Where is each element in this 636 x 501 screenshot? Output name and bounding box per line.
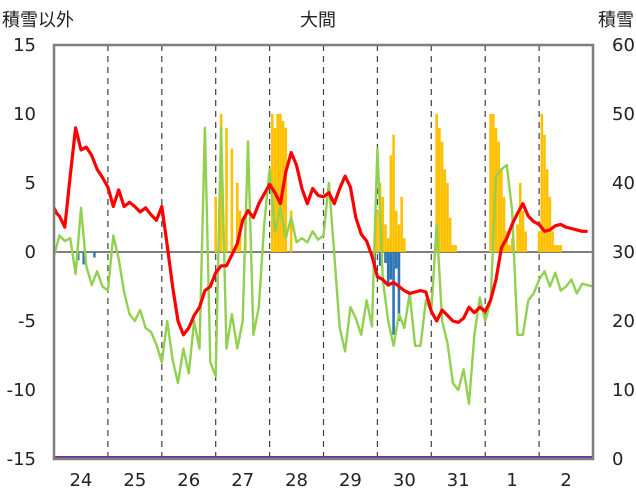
bar-positive	[537, 231, 541, 252]
bar-positive	[497, 141, 500, 252]
bar-positive	[448, 217, 452, 252]
bar-positive	[279, 114, 282, 252]
right-tick-label: 0	[612, 449, 623, 470]
bar-negative	[389, 252, 393, 280]
bar-negative	[384, 252, 387, 264]
bar-positive	[551, 231, 554, 252]
left-tick-label: -15	[7, 449, 36, 470]
x-tick-label: 26	[177, 470, 200, 491]
right-axis-label: 積雪	[598, 10, 634, 31]
bar-positive	[403, 238, 406, 252]
bar-positive	[505, 231, 509, 252]
bar-negative	[93, 252, 96, 258]
right-tick-label: 40	[612, 173, 635, 194]
bar-positive	[518, 183, 522, 252]
x-tick-label: 28	[285, 470, 308, 491]
left-tick-label: 0	[25, 242, 36, 263]
bar-positive	[440, 141, 444, 252]
x-tick-label: 30	[393, 470, 416, 491]
bar-positive	[510, 238, 514, 252]
bar-positive	[289, 210, 293, 252]
bar-positive	[502, 196, 506, 252]
right-axis-ticks: 60 50 40 30 20 10 0	[612, 35, 635, 470]
x-tick-label: 29	[339, 470, 362, 491]
bar-positive	[489, 114, 492, 252]
left-tick-label: 5	[25, 173, 36, 194]
bar-positive	[454, 245, 457, 252]
left-tick-label: -10	[7, 380, 36, 401]
bar-positive	[559, 245, 562, 252]
x-tick-label: 31	[447, 470, 470, 491]
bar-positive	[214, 196, 217, 252]
right-tick-label: 30	[612, 242, 635, 263]
bar-positive	[543, 134, 546, 252]
bar-positive	[235, 183, 239, 252]
left-tick-label: 15	[13, 35, 36, 56]
x-axis-ticks: 24 25 26 27 28 29 30 31 1 2	[69, 470, 571, 491]
left-axis-ticks: 15 10 5 0 -5 -10 -15	[7, 35, 36, 470]
grid	[54, 45, 593, 459]
right-tick-label: 50	[612, 104, 635, 125]
bar-negative	[82, 252, 85, 265]
bar-positive	[392, 134, 395, 252]
bar-negative	[378, 252, 382, 266]
bar-positive	[545, 169, 549, 252]
chart-title: 大間	[300, 10, 336, 31]
bar-positive	[521, 210, 525, 252]
plot-frame	[52, 43, 595, 461]
bar-positive	[553, 245, 557, 252]
bar-positive	[284, 127, 288, 252]
bar-positive	[400, 196, 403, 252]
bar-positive	[451, 245, 455, 252]
bar-positive	[389, 155, 393, 252]
bar-negative	[394, 252, 398, 269]
bar-positive	[435, 114, 438, 252]
left-tick-label: 10	[13, 104, 36, 125]
bar-positive	[397, 224, 401, 252]
bar-positive	[508, 245, 511, 252]
bar-positive	[386, 238, 390, 252]
bar-positive	[516, 224, 519, 252]
bar-positive	[276, 114, 279, 252]
left-axis-label: 積雪以外	[2, 10, 74, 31]
bar-positive	[556, 245, 560, 252]
bar-positive	[230, 148, 234, 252]
bar-positive	[270, 114, 274, 252]
bar-positive	[225, 127, 228, 252]
series-line-red	[52, 126, 588, 337]
bar-positive	[443, 169, 447, 252]
bar-positive	[524, 231, 527, 252]
bar-positive	[491, 114, 495, 252]
left-tick-label: -5	[18, 311, 36, 332]
bar-positive	[381, 196, 385, 252]
x-tick-label: 1	[506, 470, 517, 491]
bar-positive	[540, 114, 544, 252]
bar-positive	[446, 183, 449, 252]
bar-positive	[394, 210, 398, 252]
series-line-green	[52, 126, 594, 405]
x-tick-label: 2	[560, 470, 571, 491]
bar-negative	[386, 252, 390, 287]
right-tick-label: 20	[612, 311, 635, 332]
right-tick-label: 60	[612, 35, 635, 56]
bar-negative	[392, 252, 395, 335]
x-tick-label: 24	[69, 470, 92, 491]
right-tick-label: 10	[612, 380, 635, 401]
bar-positive	[438, 127, 441, 252]
x-tick-label: 27	[231, 470, 254, 491]
bar-positive	[500, 169, 503, 252]
frame	[52, 43, 595, 461]
bar-positive	[376, 210, 379, 252]
bar-positive	[384, 224, 387, 252]
x-tick-label: 25	[123, 470, 146, 491]
bar-positive	[548, 196, 552, 252]
